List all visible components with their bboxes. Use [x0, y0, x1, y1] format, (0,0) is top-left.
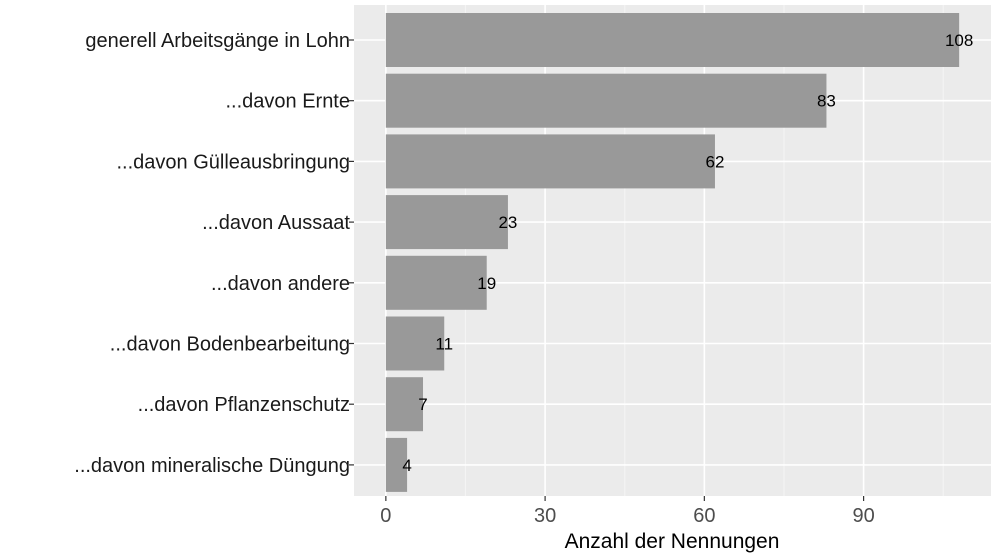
x-tick-label: 30: [534, 505, 556, 527]
bar: [385, 73, 827, 128]
bar-value-label: 83: [817, 92, 836, 111]
bar-value-label: 7: [418, 395, 427, 414]
bar-value-label: 108: [945, 31, 973, 50]
bar: [385, 316, 445, 371]
category-label: ...davon Gülleausbringung: [117, 151, 351, 173]
category-label: generell Arbeitsgänge in Lohn: [85, 30, 350, 52]
x-axis-ticks: 0 30 60 90: [380, 496, 875, 527]
bar: [385, 134, 715, 189]
bars: 108 83 62 23 19 11 7 4: [385, 13, 973, 492]
category-label: ...davon Ernte: [225, 91, 350, 113]
bar: [385, 13, 960, 67]
bar: [385, 195, 508, 250]
x-tick-label: 90: [852, 505, 874, 527]
category-label: ...davon Aussaat: [202, 212, 350, 234]
bar-value-label: 23: [498, 213, 517, 232]
x-tick-label: 0: [380, 505, 391, 527]
category-labels: generell Arbeitsgänge in Lohn ...davon Er…: [74, 30, 354, 477]
bar-value-label: 62: [706, 152, 725, 171]
category-label: ...davon Pflanzenschutz: [138, 394, 350, 416]
category-label: ...davon mineralische Düngung: [74, 455, 350, 477]
bar: [385, 377, 424, 432]
bar-value-label: 11: [435, 335, 453, 354]
category-label: ...davon andere: [211, 273, 350, 295]
bar-value-label: 19: [477, 274, 496, 293]
category-label: ...davon Bodenbearbeitung: [110, 334, 350, 356]
x-axis-title: Anzahl der Nennungen: [565, 530, 780, 553]
bar: [385, 437, 408, 492]
x-tick-label: 60: [693, 505, 715, 527]
bar: [385, 255, 487, 310]
bar-value-label: 4: [402, 456, 411, 475]
